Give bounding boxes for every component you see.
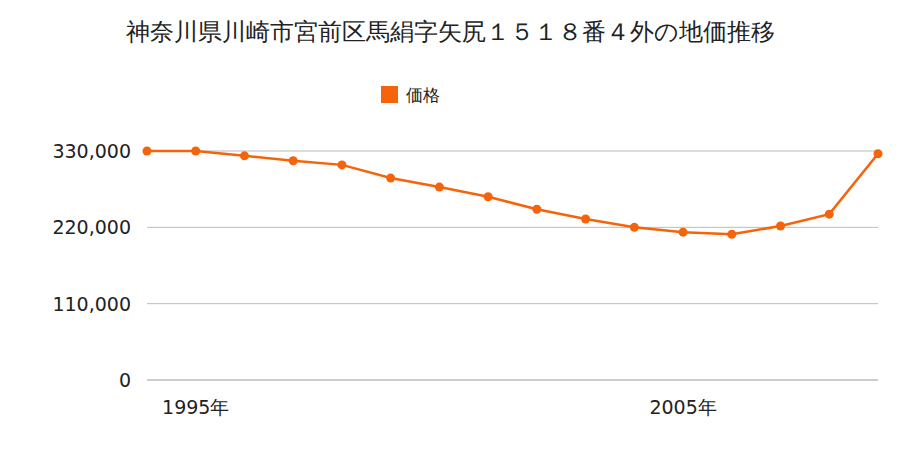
x-tick-label: 1995年 [162,396,229,418]
x-tick-label: 2005年 [649,396,716,418]
point [679,228,688,237]
point [630,223,639,232]
line [147,151,878,234]
point [143,147,152,156]
plot-area [143,147,883,239]
grid-line [147,303,878,304]
point [825,210,834,219]
point [532,205,541,214]
grid-line [147,380,878,381]
point [289,156,298,165]
legend-label: 価格 [406,85,440,105]
chart: 神奈川県川崎市宮前区馬絹字矢尻１５１８番４外の地価推移 0 110,000 220,0… [0,0,900,450]
point [240,151,249,160]
grid [147,151,878,380]
x-axis-line [147,380,878,381]
point [581,215,590,224]
grid-line [147,151,878,152]
point [874,149,883,158]
legend-swatch [381,86,398,103]
point [435,183,444,192]
point [337,160,346,169]
point [776,221,785,230]
legend: 価格 [381,85,440,105]
title: 神奈川県川崎市宮前区馬絹字矢尻１５１８番４外の地価推移 [126,18,775,46]
y-tick-label: 0 [119,369,131,391]
y-tick-label: 110,000 [52,293,131,315]
y-tick-label: 330,000 [52,140,131,162]
y-tick-label: 220,000 [52,216,131,238]
point [191,147,200,156]
point [727,230,736,239]
point [484,192,493,201]
point [386,174,395,183]
